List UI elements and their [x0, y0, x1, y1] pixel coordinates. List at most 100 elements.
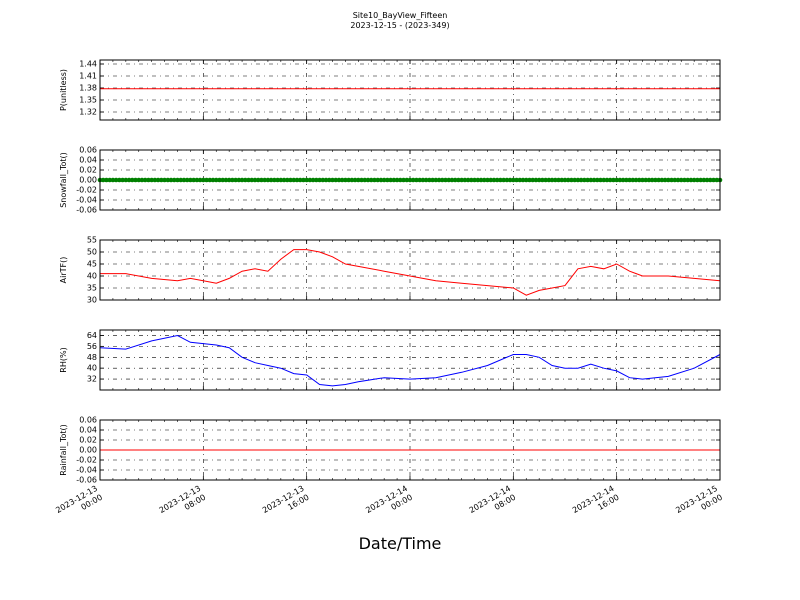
- snowfall-point: [685, 177, 691, 183]
- snowfall-point: [184, 177, 190, 183]
- snowfall-point: [272, 177, 277, 183]
- y-axis-label: AirTF(): [59, 257, 68, 284]
- x-tick-label: 2023-12-1308:00: [158, 484, 208, 524]
- snowfall-point: [659, 177, 665, 183]
- y-tick-label: 0.02: [79, 436, 97, 445]
- snowfall-point: [217, 177, 222, 183]
- snowfall-point: [643, 177, 649, 183]
- snowfall-point: [530, 177, 536, 183]
- y-tick-label: 64: [87, 331, 97, 340]
- y-axis-label: Rainfall_Tot(): [59, 424, 68, 476]
- y-tick-label: 55: [87, 236, 97, 245]
- snowfall-point: [142, 177, 148, 183]
- snowfall-point: [197, 177, 203, 183]
- y-tick-label: 0.04: [79, 426, 97, 435]
- snowfall-point: [565, 177, 571, 183]
- y-tick-label: 56: [87, 342, 97, 351]
- y-tick-label: 0.00: [79, 176, 97, 185]
- snowfall-point: [536, 177, 542, 183]
- snowfall-point: [594, 177, 600, 183]
- snowfall-point: [549, 177, 555, 183]
- snowfall-point: [585, 177, 590, 183]
- series-line-rh: [99, 334, 721, 387]
- snowfall-point: [672, 177, 678, 183]
- snowfall-point: [627, 177, 632, 183]
- snowfall-point: [494, 177, 500, 183]
- snowfall-point: [155, 177, 161, 183]
- snowfall-point: [126, 177, 132, 183]
- snowfall-point: [436, 177, 442, 183]
- snowfall-point: [117, 177, 122, 183]
- y-tick-label: 30: [87, 296, 97, 305]
- snowfall-point: [236, 177, 242, 183]
- snowfall-point: [310, 177, 316, 183]
- snowfall-point: [478, 177, 484, 183]
- snowfall-point: [517, 177, 523, 183]
- snowfall-point: [394, 177, 400, 183]
- snowfall-point: [504, 177, 510, 183]
- x-tick-label: 2023-12-1416:00: [571, 484, 621, 524]
- snowfall-point: [533, 177, 539, 183]
- snowfall-point: [159, 177, 164, 183]
- y-tick-label: 0.06: [79, 416, 97, 425]
- snowfall-point: [646, 177, 652, 183]
- y-tick-label: 0.02: [79, 166, 97, 175]
- axes-frame: [99, 239, 721, 301]
- snowfall-point: [675, 177, 681, 183]
- snowfall-point: [540, 177, 545, 183]
- snowfall-point: [391, 177, 397, 183]
- snowfall-point: [601, 177, 607, 183]
- snowfall-point: [268, 177, 274, 183]
- snowfall-point: [365, 177, 371, 183]
- snowfall-point: [653, 177, 658, 183]
- snowfall-point: [320, 177, 326, 183]
- snowfall-point: [695, 177, 700, 183]
- snowfall-point: [488, 177, 494, 183]
- snowfall-point: [243, 177, 248, 183]
- snowfall-point: [239, 177, 245, 183]
- y-tick-label: -0.04: [76, 196, 97, 205]
- snowfall-point: [449, 177, 455, 183]
- snowfall-point: [104, 177, 109, 183]
- snowfall-point: [420, 177, 426, 183]
- snowfall-point: [207, 177, 213, 183]
- snowfall-point: [527, 177, 532, 183]
- snowfall-point: [669, 177, 674, 183]
- y-tick-label: 1.44: [79, 60, 97, 69]
- snowfall-point: [246, 177, 251, 183]
- snowfall-point: [459, 177, 464, 183]
- y-tick-label: 0.00: [79, 446, 97, 455]
- snowfall-point: [349, 177, 355, 183]
- snowfall-point: [485, 177, 490, 183]
- y-tick-label: 1.38: [79, 84, 97, 93]
- snowfall-point: [326, 177, 332, 183]
- snowfall-point: [691, 177, 697, 183]
- snowfall-point: [223, 177, 229, 183]
- panel-snow: -0.06-0.04-0.020.000.020.040.06 Snowfall_…: [59, 146, 723, 215]
- series-line-airtf: [100, 249, 721, 296]
- snowfall-point: [582, 177, 587, 183]
- snowfall-point: [210, 177, 216, 183]
- snowfall-point: [562, 177, 568, 183]
- snowfall-point: [462, 177, 468, 183]
- snowfall-point: [427, 177, 432, 183]
- snowfall-point: [149, 177, 154, 183]
- snowfall-point: [572, 177, 577, 183]
- snowfall-point: [136, 177, 142, 183]
- snowfall-point: [255, 177, 261, 183]
- snowfall-point: [368, 177, 374, 183]
- snowfall-point: [133, 177, 138, 183]
- y-tick-label: 1.32: [79, 108, 97, 117]
- snowfall-point: [607, 177, 613, 183]
- y-tick-label: 40: [87, 364, 97, 373]
- snowfall-point: [456, 177, 461, 183]
- snowfall-point: [284, 177, 290, 183]
- snowfall-point: [120, 177, 125, 183]
- snowfall-point: [201, 177, 206, 183]
- snowfall-point: [481, 177, 487, 183]
- snowfall-point: [636, 177, 642, 183]
- snowfall-point: [307, 177, 313, 183]
- snowfall-point: [443, 177, 448, 183]
- snowfall-point: [107, 177, 112, 183]
